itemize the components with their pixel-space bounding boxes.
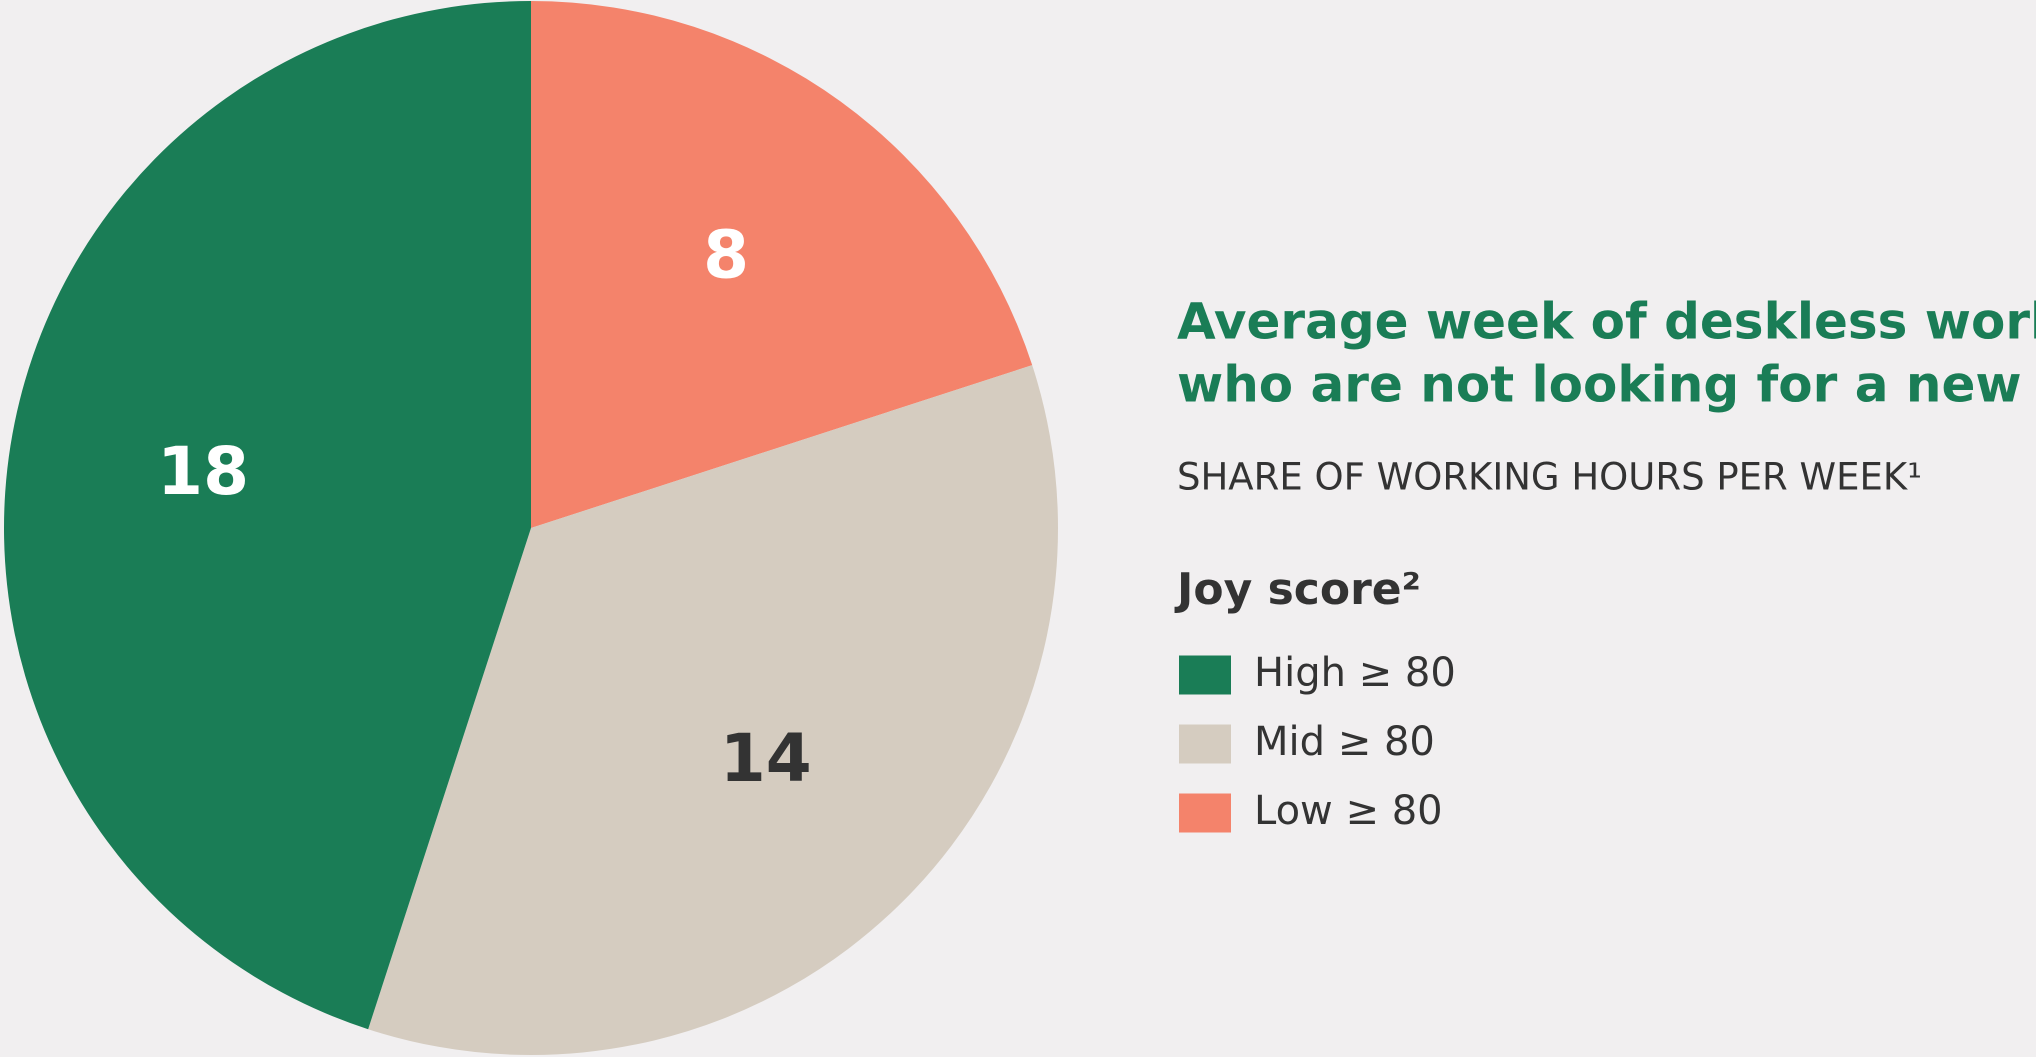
data-label: 18 (157, 433, 249, 510)
chart-subtitle: SHARE OF WORKING HOURS PER WEEK¹ (1177, 456, 1922, 499)
legend-label: Mid ≥ 80 (1254, 719, 1435, 765)
chart-title: who are not looking for a new job (1177, 356, 2036, 414)
chart-title: Average week of deskless workers (1177, 293, 2036, 351)
legend-label: Low ≥ 80 (1254, 788, 1443, 834)
pie-slice (531, 1, 1033, 528)
legend-swatch (1179, 724, 1231, 764)
pie-slice (4, 1, 531, 1030)
data-label: 14 (720, 720, 812, 797)
legend-title: Joy score² (1174, 564, 1421, 615)
pie-slice (368, 365, 1058, 1055)
data-label: 8 (703, 216, 749, 293)
legend-swatch (1179, 793, 1231, 833)
legend-swatch (1179, 655, 1231, 695)
legend-label: High ≥ 80 (1254, 650, 1456, 696)
